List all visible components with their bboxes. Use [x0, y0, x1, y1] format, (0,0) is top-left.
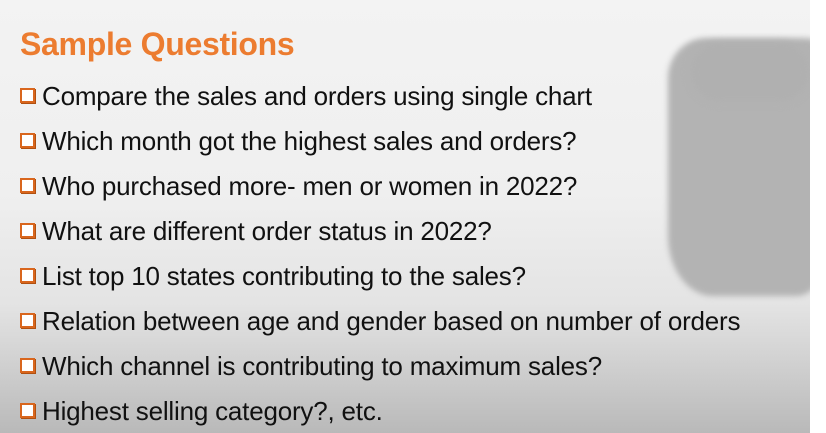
blurred-region	[690, 42, 810, 102]
question-text: Which month got the highest sales and or…	[42, 125, 577, 156]
checkbox-bullet-icon	[20, 223, 35, 238]
checkbox-bullet-icon	[20, 403, 35, 418]
checkbox-bullet-icon	[20, 178, 35, 193]
slide-title: Sample Questions	[20, 26, 295, 62]
question-text: Compare the sales and orders using singl…	[42, 80, 592, 111]
checkbox-bullet-icon	[20, 313, 35, 328]
list-item: Which channel is contributing to maximum…	[0, 343, 740, 388]
question-text: What are different order status in 2022?	[42, 215, 492, 246]
list-item: Who purchased more- men or women in 2022…	[0, 163, 740, 208]
question-text: List top 10 states contributing to the s…	[42, 260, 526, 291]
list-item: Highest selling category?, etc.	[0, 388, 740, 433]
list-item: Relation between age and gender based on…	[0, 298, 741, 343]
question-text: Relation between age and gender based on…	[42, 305, 741, 336]
list-item: Which month got the highest sales and or…	[0, 118, 740, 163]
checkbox-bullet-icon	[20, 358, 35, 373]
list-item: What are different order status in 2022?	[0, 208, 740, 253]
question-list: Compare the sales and orders using singl…	[0, 73, 741, 433]
question-text: Which channel is contributing to maximum…	[42, 350, 602, 381]
list-item: Compare the sales and orders using singl…	[0, 73, 740, 118]
question-text: Highest selling category?, etc.	[42, 395, 383, 426]
window-edge	[810, 0, 826, 433]
question-text: Who purchased more- men or women in 2022…	[42, 170, 578, 201]
checkbox-bullet-icon	[20, 88, 35, 103]
list-item: List top 10 states contributing to the s…	[0, 253, 740, 298]
checkbox-bullet-icon	[20, 133, 35, 148]
checkbox-bullet-icon	[20, 268, 35, 283]
